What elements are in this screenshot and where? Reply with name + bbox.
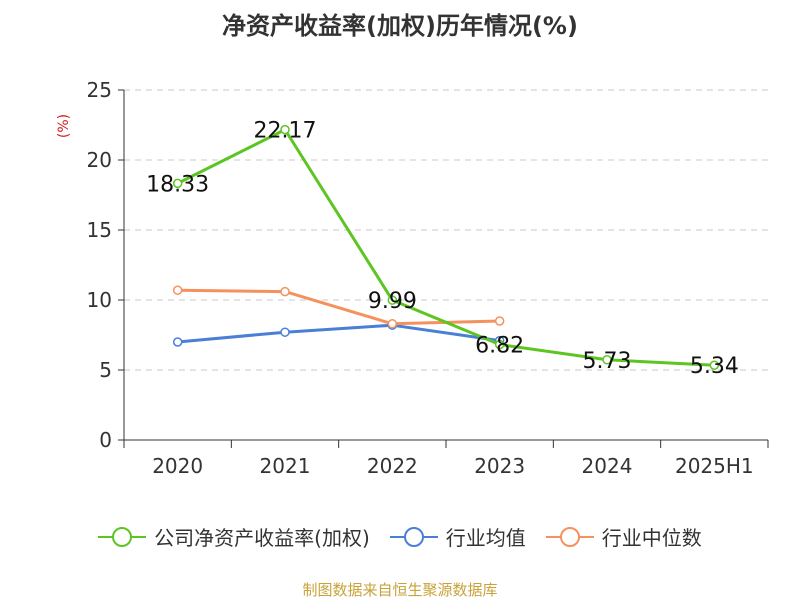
data-point (172, 285, 183, 295)
legend: 公司净资产收益率(加权) 行业均值 行业中位数 (0, 522, 800, 551)
data-label: 18.33 (146, 172, 209, 197)
series-lines (172, 124, 720, 370)
chart-title: 净资产收益率(加权)历年情况(%) (222, 12, 578, 40)
data-point (387, 295, 398, 305)
data-label: 5.34 (690, 354, 739, 379)
data-point (280, 327, 290, 337)
legend-label: 行业均值 (445, 526, 526, 550)
data-label: 6.82 (475, 334, 524, 359)
legend-circle (112, 526, 133, 547)
y-tick-label: 20 (87, 148, 112, 172)
data-point (709, 360, 720, 370)
series-0 (172, 124, 720, 370)
x-tick-label: 2025H1 (675, 454, 754, 478)
y-tick-label: 25 (87, 78, 112, 102)
legend-marker-icon (389, 526, 438, 547)
series-line (176, 128, 715, 367)
legend-label: 公司净资产收益率(加权) (154, 526, 370, 550)
data-point (280, 124, 290, 135)
series-line (177, 288, 500, 326)
x-tick-label: 2023 (474, 454, 525, 478)
legend-circle (403, 526, 424, 547)
data-point (172, 178, 183, 189)
data-point (387, 319, 398, 329)
x-tick-label: 2020 (152, 454, 203, 478)
y-tick-label: 5 (99, 358, 112, 382)
data-label: 5.73 (583, 349, 632, 374)
data-labels: 18.33 22.17 9.99 6.82 5.73 5.34 (146, 119, 739, 380)
data-point (602, 355, 612, 365)
gridlines (124, 89, 768, 371)
data-point (172, 337, 183, 347)
x-tick-label: 2021 (260, 454, 311, 478)
series-line (177, 323, 500, 344)
legend-item[interactable]: 公司净资产收益率(加权) (98, 522, 370, 551)
axes: 0 5 10 15 20 25 2020 2021 2022 2023 2024 2025H1 (%) (56, 78, 769, 478)
legend-marker-icon (545, 526, 594, 547)
x-tick-label: 2024 (582, 454, 633, 478)
data-point (494, 316, 505, 326)
legend-marker-icon (98, 526, 147, 547)
data-label: 22.17 (254, 119, 317, 144)
y-tick-label: 0 (99, 428, 112, 452)
y-tick-label: 10 (87, 288, 112, 312)
series-2 (172, 285, 505, 329)
data-point (494, 339, 505, 350)
y-axis-label: (%) (56, 114, 72, 138)
x-tick-label: 2022 (367, 454, 418, 478)
data-point (280, 286, 290, 297)
legend-item[interactable]: 行业中位数 (545, 522, 702, 551)
legend-item[interactable]: 行业均值 (389, 522, 526, 551)
y-tick-label: 15 (87, 218, 112, 242)
legend-label: 行业中位数 (601, 526, 702, 550)
legend-circle (559, 526, 580, 547)
source-footer: 制图数据来自恒生聚源数据库 (302, 581, 498, 599)
data-label: 9.99 (368, 289, 417, 314)
